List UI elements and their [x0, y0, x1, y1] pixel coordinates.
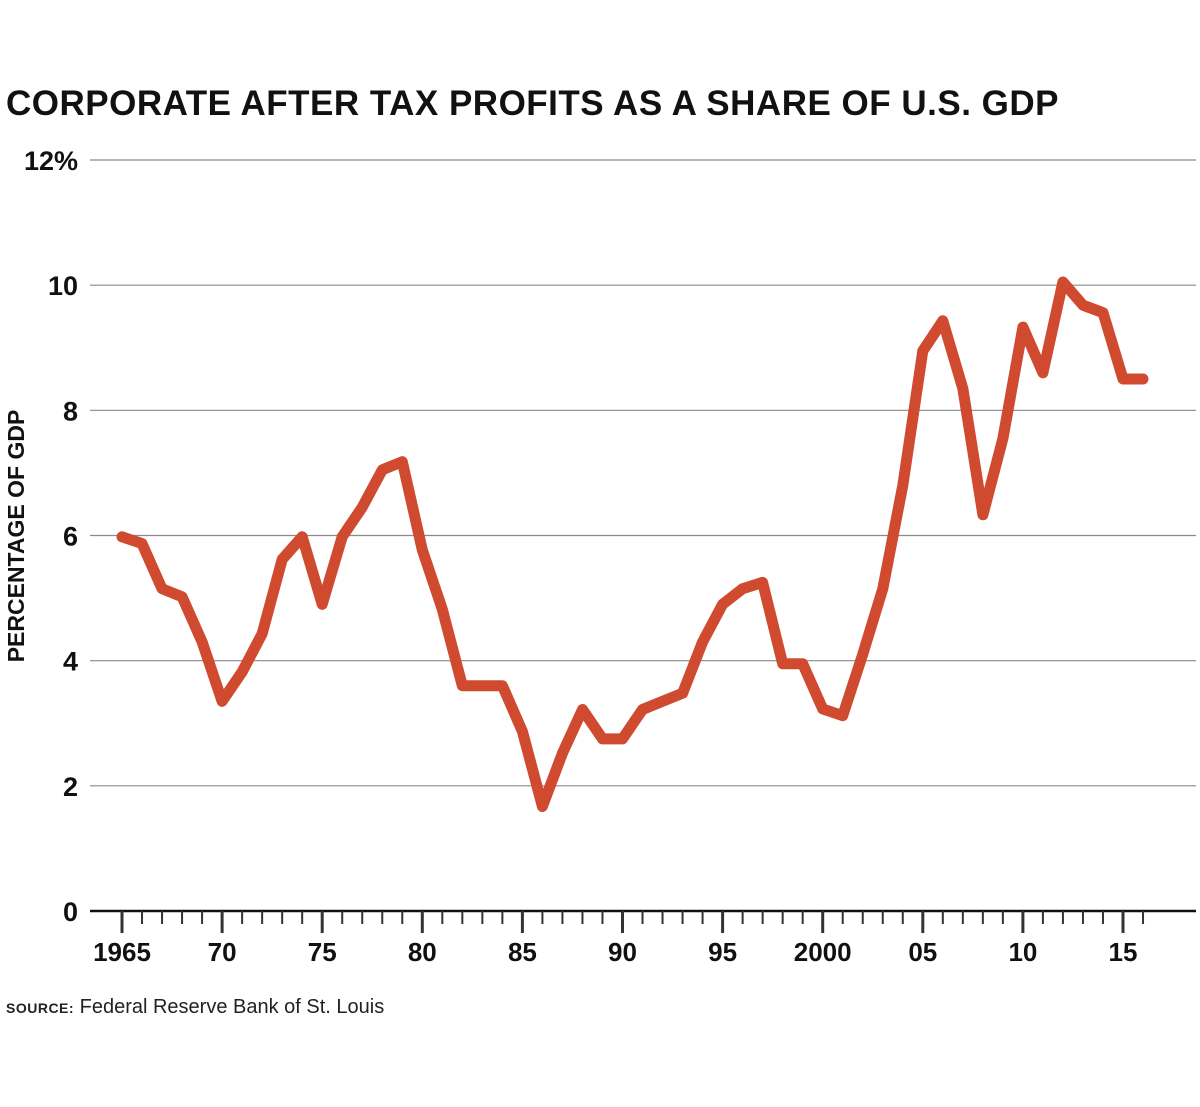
- data-point: [1001, 437, 1004, 440]
- data-point: [1061, 281, 1064, 284]
- data-point: [661, 700, 664, 703]
- data-point: [561, 752, 564, 755]
- data-point: [201, 640, 204, 643]
- data-point: [761, 581, 764, 584]
- data-point: [401, 460, 404, 463]
- data-point: [581, 708, 584, 711]
- data-point: [541, 805, 544, 808]
- series-line: [116, 276, 1149, 812]
- y-tick-label: 6: [63, 522, 78, 552]
- x-tick-label: 85: [508, 937, 537, 967]
- data-point: [601, 737, 604, 740]
- data-point: [821, 707, 824, 710]
- data-point: [521, 730, 524, 733]
- x-tick-label: 15: [1109, 937, 1138, 967]
- data-point: [361, 506, 364, 509]
- data-point: [641, 708, 644, 711]
- data-point: [1122, 378, 1124, 381]
- x-tick-label: 75: [308, 937, 337, 967]
- x-tick-label: 2000: [794, 937, 852, 967]
- data-point: [121, 535, 123, 538]
- y-tick-label: 0: [63, 897, 78, 927]
- y-tick-label: 4: [63, 647, 78, 677]
- data-point: [681, 692, 684, 695]
- x-tick-label: 10: [1008, 937, 1037, 967]
- data-point: [881, 587, 884, 590]
- chart-title: CORPORATE AFTER TAX PROFITS AS A SHARE O…: [6, 84, 1060, 123]
- x-axis: [90, 909, 1196, 933]
- data-point: [441, 608, 444, 611]
- data-point: [721, 603, 724, 606]
- data-point: [501, 684, 504, 687]
- data-point: [161, 587, 164, 590]
- data-point: [241, 670, 244, 673]
- data-point: [221, 700, 224, 703]
- data-point: [281, 558, 284, 561]
- source-note: SOURCE: Federal Reserve Bank of St. Loui…: [6, 996, 384, 1019]
- x-tick-label: 95: [708, 937, 737, 967]
- data-point: [461, 684, 464, 687]
- y-tick-label: 12%: [24, 146, 78, 176]
- data-point: [481, 684, 484, 687]
- data-point: [801, 662, 804, 665]
- y-tick-label: 10: [48, 271, 78, 301]
- x-tick-labels: 1965 70 75 80 85 90 95 2000 05 10 15: [93, 937, 1137, 967]
- data-point: [1142, 378, 1145, 381]
- data-point: [921, 349, 924, 352]
- source-text: Federal Reserve Bank of St. Louis: [74, 996, 385, 1018]
- x-tick-label: 05: [908, 937, 937, 967]
- data-point: [901, 484, 904, 487]
- x-tick-label: 90: [608, 937, 637, 967]
- data-point: [861, 653, 864, 656]
- data-point: [621, 737, 624, 740]
- data-point: [941, 319, 944, 322]
- data-point: [841, 714, 844, 717]
- data-point: [321, 603, 324, 606]
- source-label: SOURCE:: [6, 1000, 75, 1016]
- x-tick-label: 1965: [93, 937, 151, 967]
- series-group: [116, 276, 1149, 812]
- data-point: [341, 535, 344, 538]
- data-point: [701, 640, 704, 643]
- data-point: [261, 632, 264, 635]
- x-tick-label: 80: [408, 937, 437, 967]
- data-point: [1081, 304, 1084, 307]
- data-point: [961, 387, 964, 390]
- y-tick-label: 2: [63, 772, 78, 802]
- data-point: [781, 662, 784, 665]
- data-point: [1041, 371, 1044, 374]
- data-point: [741, 587, 744, 590]
- data-point: [421, 548, 424, 551]
- y-axis-label: PERCENTAGE OF GDP: [3, 410, 29, 663]
- data-point: [141, 542, 144, 545]
- data-point: [381, 468, 384, 471]
- data-point: [981, 513, 984, 516]
- data-point: [301, 535, 304, 538]
- y-tick-labels: 0 2 4 6 8 10 12%: [24, 146, 78, 927]
- data-point: [181, 595, 184, 598]
- data-point: [1021, 326, 1024, 329]
- x-tick-label: 70: [208, 937, 237, 967]
- data-point: [1101, 311, 1104, 314]
- gridlines: [90, 159, 1196, 787]
- y-tick-label: 8: [63, 396, 78, 426]
